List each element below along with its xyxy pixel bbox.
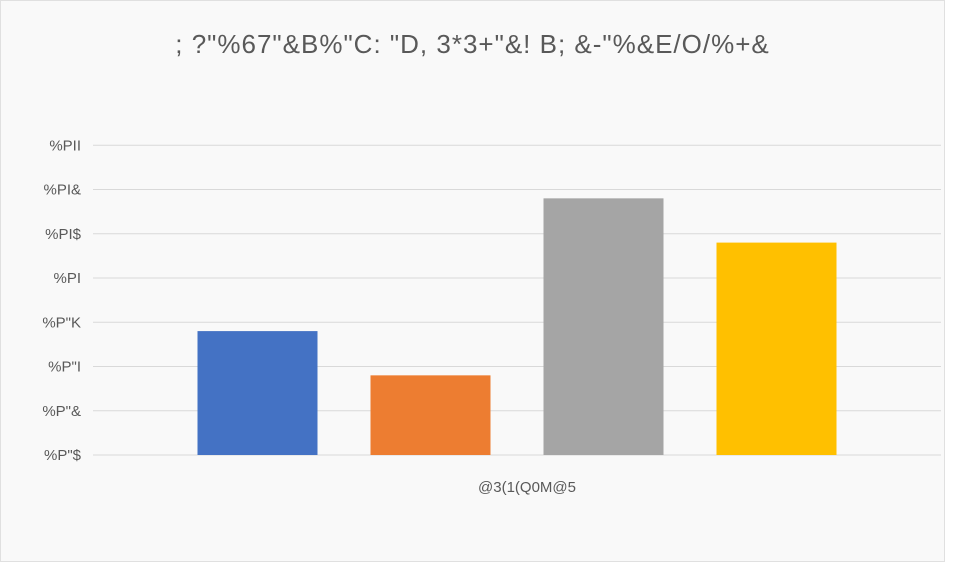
y-tick-label: %P"K [42,314,81,331]
bar-1 [197,331,318,455]
y-tick-label: %PI [53,270,81,287]
y-tick-label: %P"$ [44,447,82,464]
bar-3 [543,198,664,455]
bar-2 [370,375,491,455]
y-tick-label: %PI$ [45,226,82,243]
y-tick-label: %PII [49,137,81,154]
chart-area: ; ?"%67"&B%"C: "D, 3*3+"&! B; &-"%&E/O/%… [0,0,945,562]
chart-title: ; ?"%67"&B%"C: "D, 3*3+"&! B; &-"%&E/O/%… [175,29,770,59]
y-tick-label: %PI& [43,182,81,199]
y-tick-label: %P"I [48,359,81,376]
chart-plot: %P"$ %P"& %P"I %P"K %PI %PI$ %PI& %PII @3(1(Q0M@… [42,137,941,496]
y-tick-label: %P"& [42,403,81,420]
bar-4 [716,242,837,455]
x-category-label: @3(1(Q0M@5 [478,479,576,496]
